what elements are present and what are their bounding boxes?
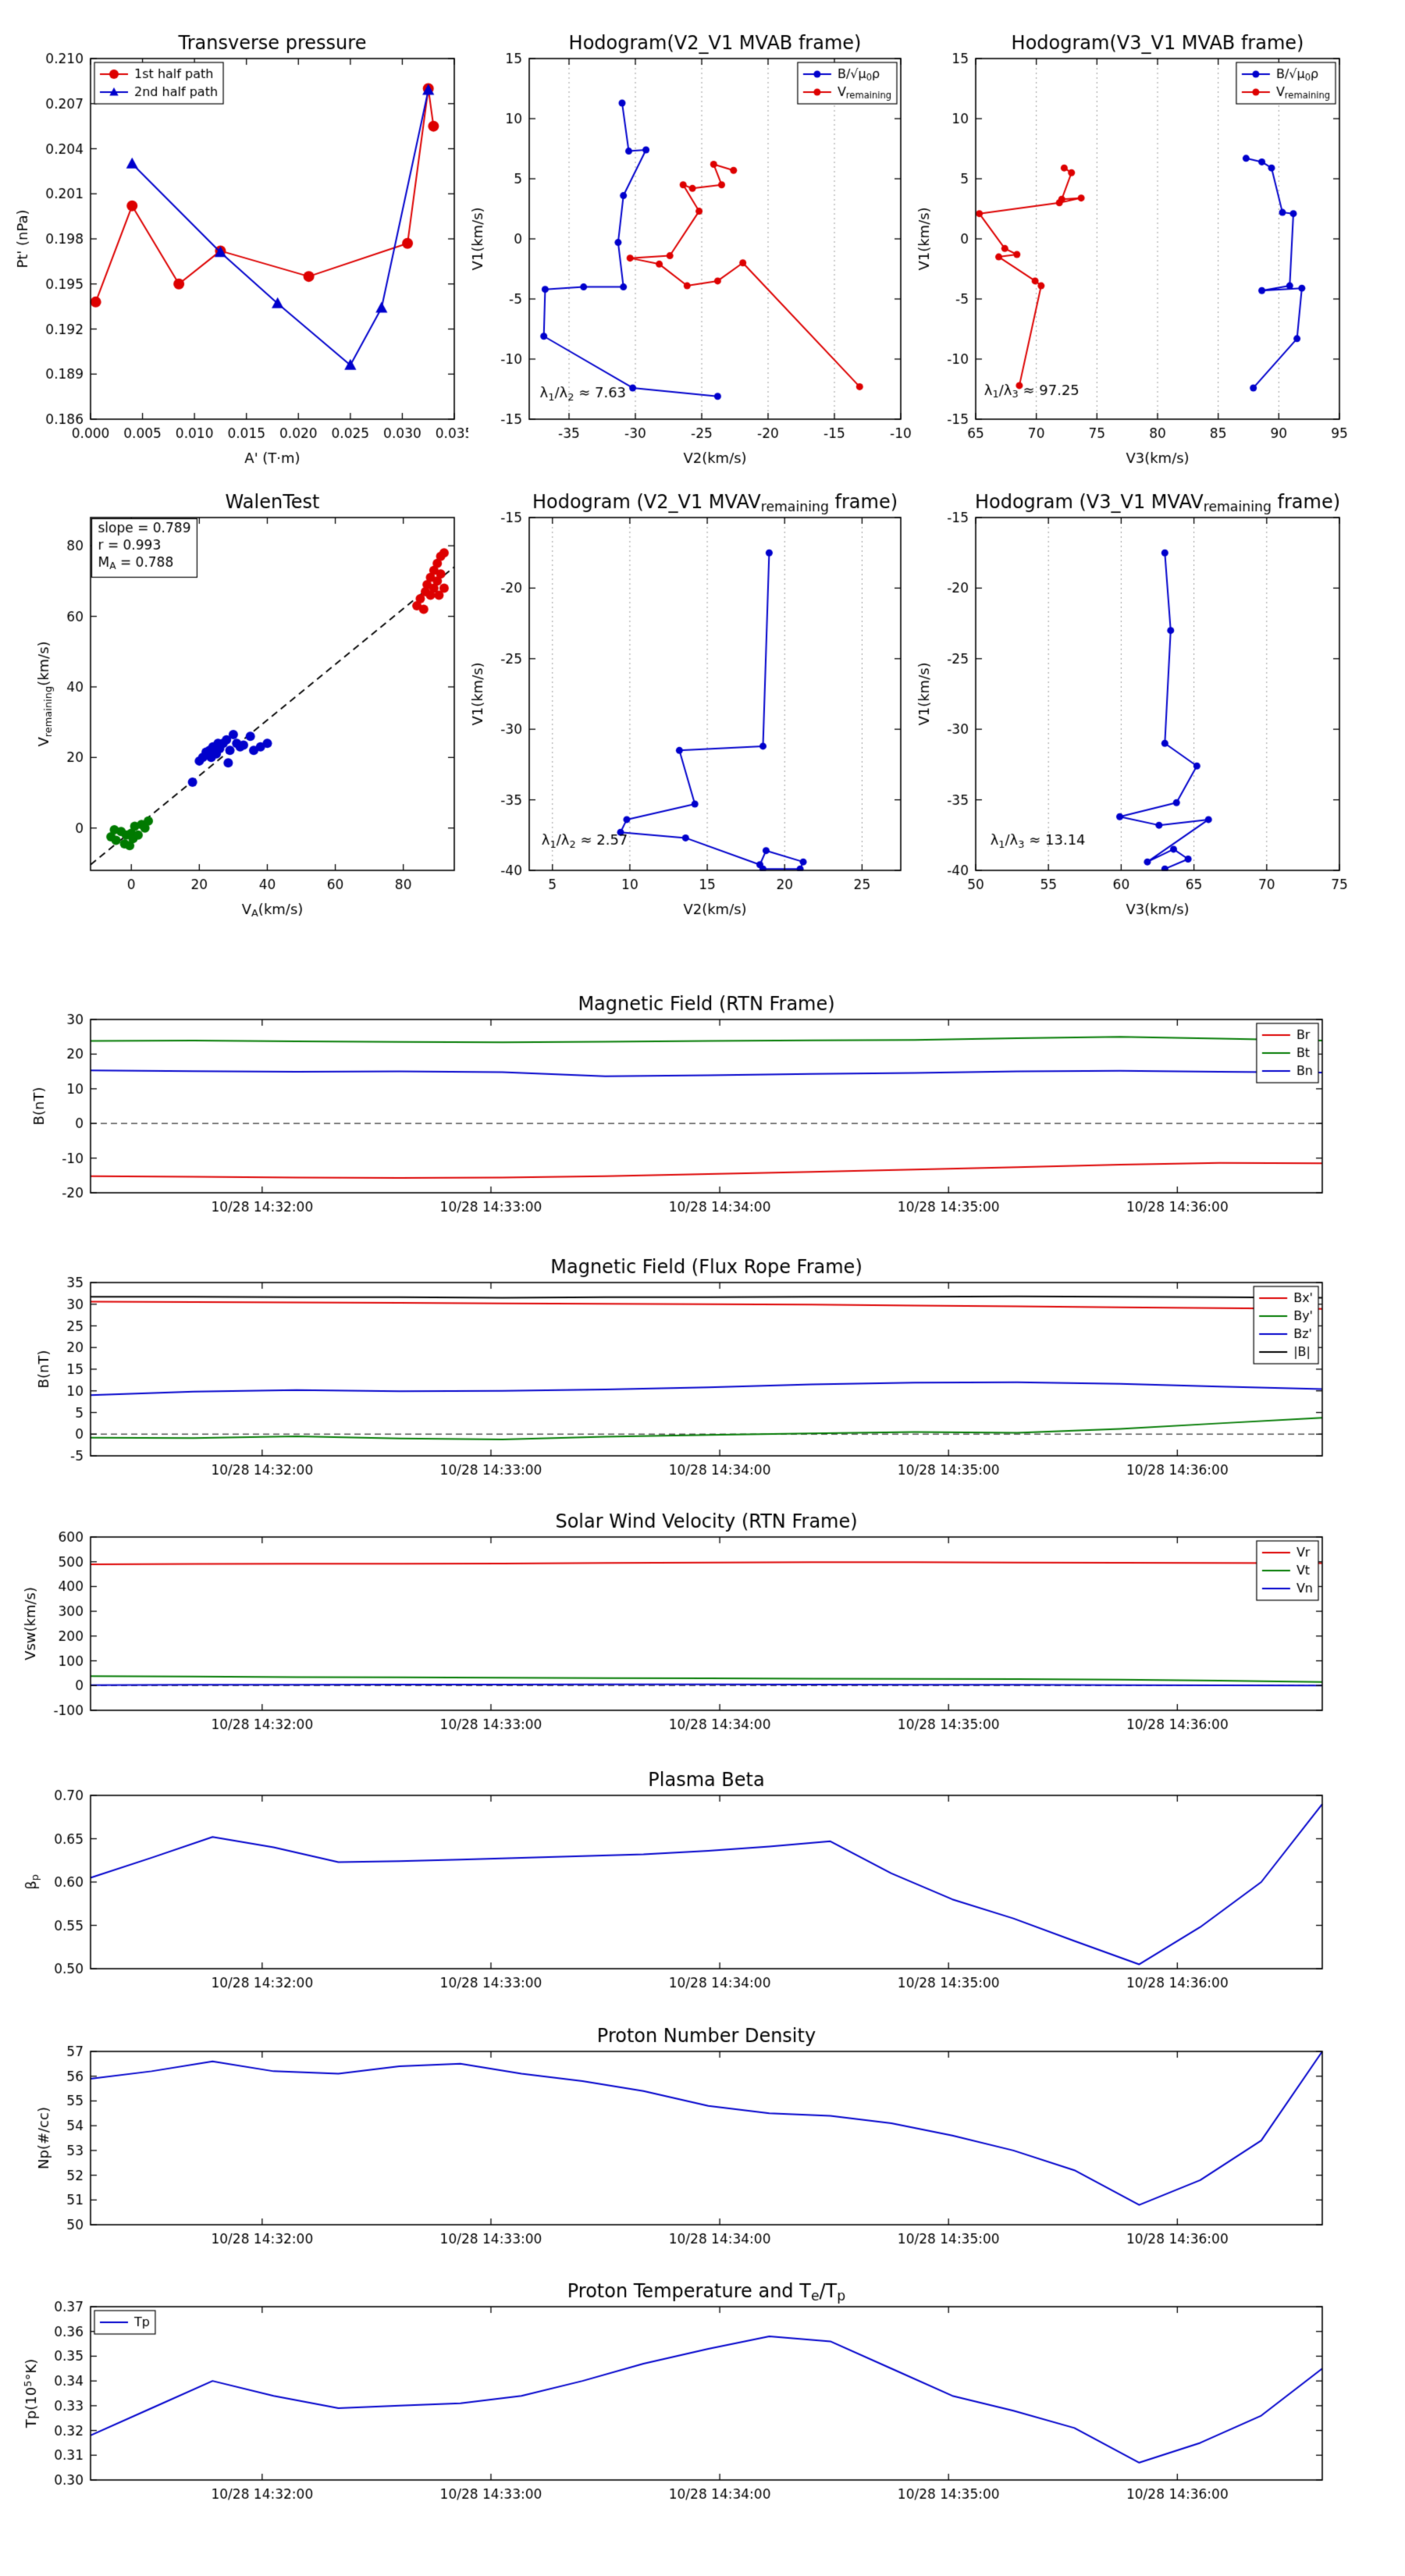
plot-p2-hodogram-v2-v1-mvab-frame xyxy=(446,20,915,488)
plot-p4-walentest xyxy=(8,479,468,947)
plot-p1-transverse-pressure xyxy=(8,20,468,488)
plot-p3-hodogram-v3-v1-mvab-frame xyxy=(893,20,1361,488)
plot-p12-proton-temperature-and-t-e-t-p xyxy=(8,2269,1397,2531)
plot-p7-magnetic-field-rtn-frame xyxy=(8,982,1397,1244)
p5-canvas xyxy=(446,479,915,947)
plot-p11-proton-number-density xyxy=(8,2014,1397,2275)
p10-canvas xyxy=(8,1758,1397,2019)
p3-canvas xyxy=(893,20,1361,488)
p1-canvas xyxy=(8,20,468,488)
p2-canvas xyxy=(446,20,915,488)
p8-canvas xyxy=(8,1245,1397,1507)
plot-p10-plasma-beta xyxy=(8,1758,1397,2019)
p4-canvas xyxy=(8,479,468,947)
p6-canvas xyxy=(893,479,1361,947)
p11-canvas xyxy=(8,2014,1397,2275)
p7-canvas xyxy=(8,982,1397,1244)
p9-canvas xyxy=(8,1500,1397,1761)
plot-p6-hodogram-v3-v1-mvav-remaining-frame xyxy=(893,479,1361,947)
plot-p9-solar-wind-velocity-rtn-frame xyxy=(8,1500,1397,1761)
plot-p8-magnetic-field-flux-rope-frame xyxy=(8,1245,1397,1507)
p12-canvas xyxy=(8,2269,1397,2531)
plot-p5-hodogram-v2-v1-mvav-remaining-frame xyxy=(446,479,915,947)
